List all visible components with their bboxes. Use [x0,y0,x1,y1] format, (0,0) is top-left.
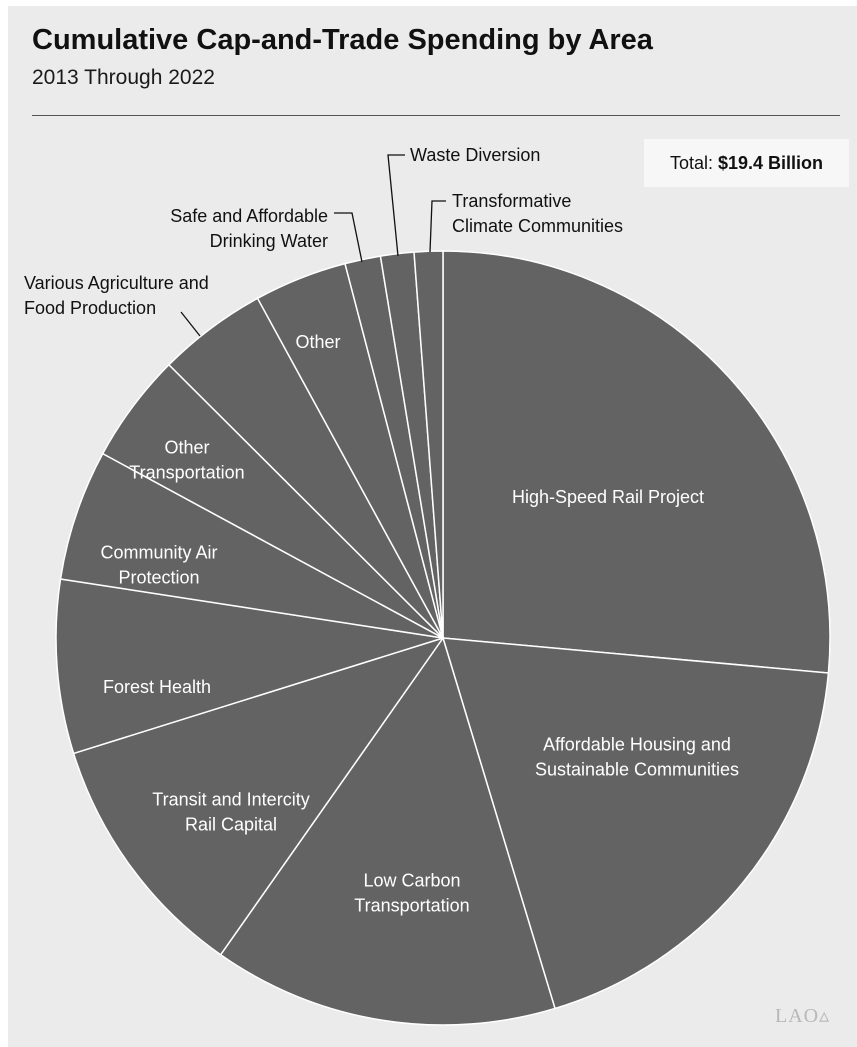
total-label: Total: [669,152,713,173]
chart-title: Cumulative Cap-and-Trade Spending by Are… [32,24,653,56]
slice-label-low-carbon-transportation: Low Carbon Transportation [354,871,469,916]
leader-line-transformative-climate-communities [429,200,446,253]
title-divider [32,115,840,116]
total-box: Total: $19.4 Billion [644,139,849,187]
slice-label-affordable-housing-and-sustainable-communities: Affordable Housing and Sustainable Commun… [535,735,739,780]
pie-slice-transformative-climate-communities [413,250,444,639]
leader-line-waste-diversion [387,154,405,257]
pie-slice-transit-and-intercity-rail-capital [72,637,444,956]
slice-label-safe-and-affordable-drinking-water: Safe and Affordable Drinking Water [170,206,328,251]
total-value: $19.4 Billion [717,152,824,173]
slice-label-various-agriculture-and-food-production: Various Agriculture and Food Production [24,273,209,318]
slice-label-transit-and-intercity-rail-capital: Transit and Intercity Rail Capital [152,790,309,835]
leader-line-various-agriculture-and-food-production [180,311,201,337]
slice-label-other: Other [295,332,340,352]
pie-slice-community-air-protection [59,452,444,639]
slice-label-waste-diversion: Waste Diversion [410,145,540,165]
leader-line-safe-and-affordable-drinking-water [334,212,363,263]
pie-slice-low-carbon-transportation [219,637,556,1026]
slice-label-high-speed-rail-project: High-Speed Rail Project [512,487,704,507]
lao-logo: LAO▵ [775,1005,831,1027]
slice-label-forest-health: Forest Health [103,677,211,697]
pie-slice-high-speed-rail-project [442,250,831,674]
slice-label-transformative-climate-communities: Transformative Climate Communities [452,191,623,236]
pie-slice-forest-health [55,578,444,755]
slice-label-other-transportation: Other Transportation [129,438,244,483]
chart-subtitle: 2013 Through 2022 [32,66,215,89]
slice-label-community-air-protection: Community Air Protection [100,543,217,588]
pie-slice-affordable-housing-and-sustainable-communities [442,637,830,1010]
